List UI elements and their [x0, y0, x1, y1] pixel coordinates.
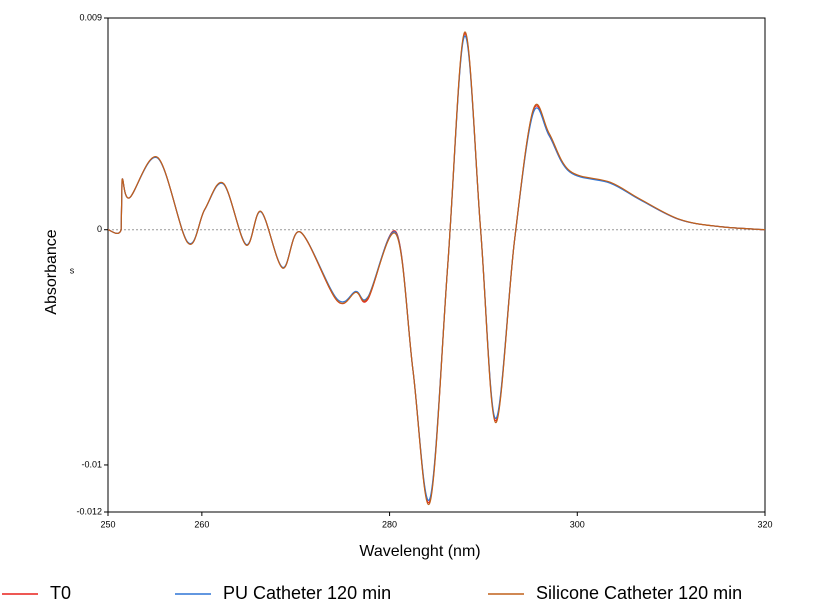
series-line: [107, 31, 766, 506]
y-axis-label: Absorbance: [43, 229, 60, 314]
legend-label: Silicone Catheter 120 min: [536, 583, 742, 603]
plot-area: [107, 17, 766, 513]
legend-label: PU Catheter 120 min: [223, 583, 391, 603]
y-tick-label: 0: [97, 224, 102, 234]
series-line: [107, 35, 766, 502]
y-tick-label: 0.009: [79, 12, 102, 22]
x-tick-label: 280: [382, 519, 397, 529]
x-tick-label: 320: [757, 519, 772, 529]
legend-label: T0: [50, 583, 71, 603]
x-tick-label: 250: [100, 519, 115, 529]
x-axis-label: Wavelenght (nm): [359, 543, 480, 560]
annotation: s: [70, 265, 75, 275]
x-tick-label: 260: [194, 519, 209, 529]
x-tick-label: 300: [570, 519, 585, 529]
y-tick-label: -0.01: [81, 459, 102, 469]
y-tick-label: -0.012: [76, 506, 102, 516]
